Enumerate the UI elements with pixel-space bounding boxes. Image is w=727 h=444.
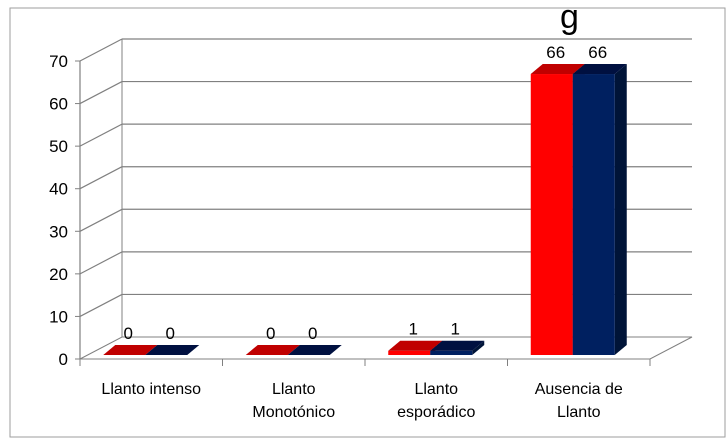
bar [103, 345, 158, 355]
x-tick-label: Llanto intenso [101, 381, 201, 398]
x-tick-label: Llanto [414, 381, 458, 398]
bar [572, 64, 627, 356]
data-label: 1 [409, 320, 418, 339]
bar [287, 345, 342, 355]
x-tick-label: esporádico [397, 404, 475, 421]
gridline [79, 38, 692, 62]
data-label: 0 [166, 324, 175, 343]
y-tick-label: 50 [49, 137, 68, 156]
y-tick-label: 20 [49, 265, 68, 284]
x-tick-label: Ausencia de [535, 381, 623, 398]
chart-border [9, 7, 726, 438]
data-label: 1 [451, 320, 460, 339]
data-label: 0 [308, 324, 317, 343]
y-tick-label: 40 [49, 180, 68, 199]
y-tick-label: 30 [49, 222, 68, 241]
y-tick-label: 60 [49, 95, 68, 114]
clipped-title-fragment: g [560, 0, 579, 36]
y-tick-label: 0 [59, 350, 68, 369]
data-label: 66 [588, 43, 607, 62]
x-tick-label: Llanto [557, 404, 601, 421]
data-label: 66 [546, 43, 565, 62]
bar [145, 345, 200, 355]
data-label: 0 [266, 324, 275, 343]
data-label: 0 [124, 324, 133, 343]
x-tick-label: Monotónico [252, 404, 335, 421]
y-tick-label: 70 [49, 52, 68, 71]
bar [245, 345, 300, 355]
y-tick-label: 10 [49, 307, 68, 326]
x-tick-label: Llanto [272, 381, 316, 398]
bar [430, 340, 485, 355]
